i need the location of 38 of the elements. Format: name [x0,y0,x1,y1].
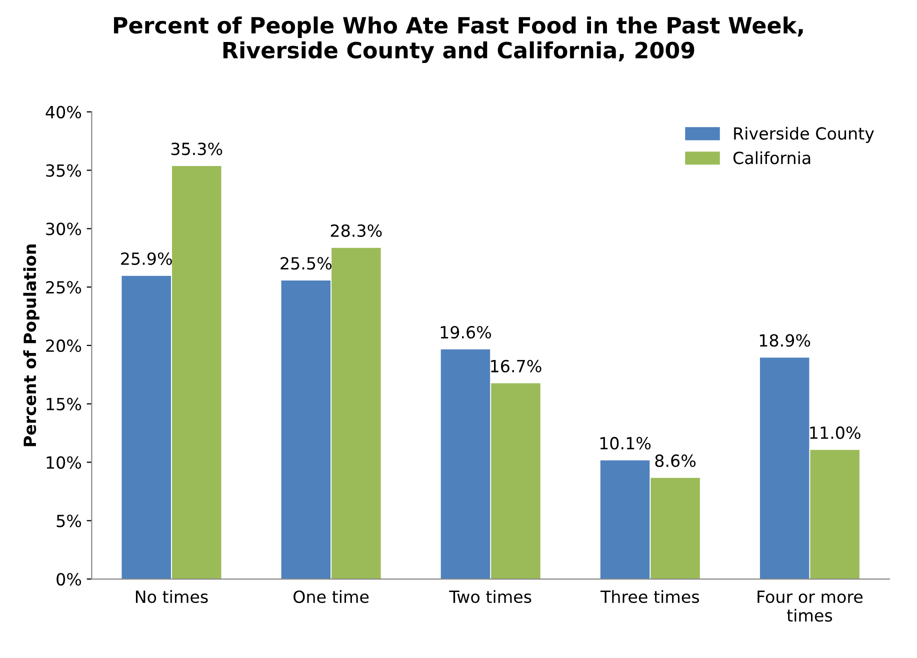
x-tick-label: Two times [449,590,532,604]
y-axis-title: Percent of Population [23,244,40,446]
bar [122,276,171,580]
bar [810,450,860,580]
y-tick-label: 15% [46,398,82,410]
data-label: 11.0% [810,426,860,440]
x-tick-label: One time [294,590,369,604]
data-label: 18.9% [760,334,810,347]
bar [440,349,490,580]
y-tick-label: 10% [46,456,82,469]
bar [491,383,540,580]
y-tick-label: 20% [46,339,82,352]
data-label: 25.9% [121,252,172,265]
y-tick-label: 40% [46,106,82,118]
data-label: 10.1% [600,436,651,450]
y-tick-label: 0% [56,573,82,586]
data-label: 8.6% [655,454,696,468]
x-tick-label: Four or more times [758,590,863,622]
data-label: 25.5% [280,257,332,270]
bar [760,358,810,580]
legend-label: California [733,151,810,164]
legend-label: Riverside County [734,126,874,143]
x-tick-label: No times [136,590,208,604]
data-label: 28.3% [330,224,382,237]
chart-title: Percent of People Who Ate Fast Food in the Past Week, Riverside County and California, 2009 [114,16,803,64]
bar [332,248,381,580]
y-tick-label: 30% [46,222,82,236]
data-label: 19.6% [440,326,492,339]
bar [650,478,700,580]
bar [600,460,650,580]
data-label: 35.3% [171,142,222,156]
y-tick-label: 25% [46,281,82,294]
bar [281,280,331,580]
y-tick-label: 5% [56,514,82,528]
y-tick-label: 35% [46,164,82,177]
data-label: 16.7% [491,360,542,372]
bar [172,166,222,580]
x-tick-label: Three times [600,590,700,604]
